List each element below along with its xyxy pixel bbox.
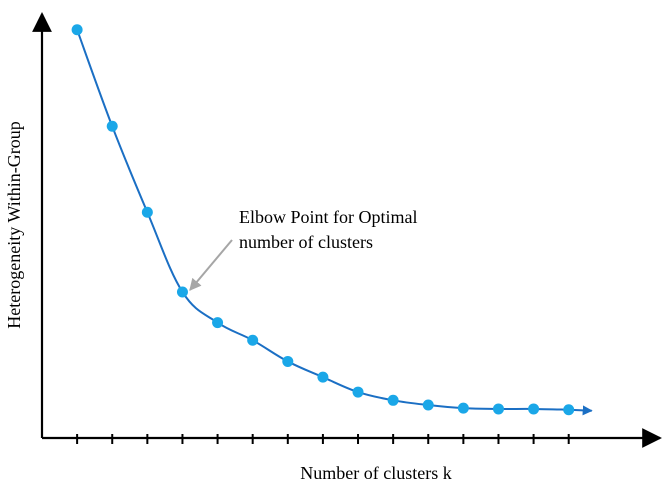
data-point-k1 xyxy=(71,24,83,36)
data-points xyxy=(71,24,575,416)
data-point-k5 xyxy=(212,317,224,329)
x-tick-marks xyxy=(76,434,570,444)
data-point-k15 xyxy=(563,404,575,416)
annotation-arrow xyxy=(189,239,233,291)
data-point-k9 xyxy=(352,386,364,398)
data-point-k7 xyxy=(282,355,294,367)
annotation-line-2: number of clusters xyxy=(239,232,373,252)
y-axis-label: Heterogeneity Within-Group xyxy=(4,121,24,328)
data-point-k2 xyxy=(106,120,118,132)
data-point-k10 xyxy=(387,394,399,406)
data-point-k13 xyxy=(492,403,504,415)
x-axis-label: Number of clusters k xyxy=(300,463,451,483)
data-point-k4 xyxy=(176,286,188,298)
annotation-line-1: Elbow Point for Optimal xyxy=(239,207,418,227)
data-point-k8 xyxy=(317,371,329,383)
data-point-k11 xyxy=(422,399,434,411)
data-point-k14 xyxy=(528,403,540,415)
data-point-k3 xyxy=(141,206,153,218)
data-point-k12 xyxy=(457,402,469,414)
data-point-k6 xyxy=(247,334,259,346)
